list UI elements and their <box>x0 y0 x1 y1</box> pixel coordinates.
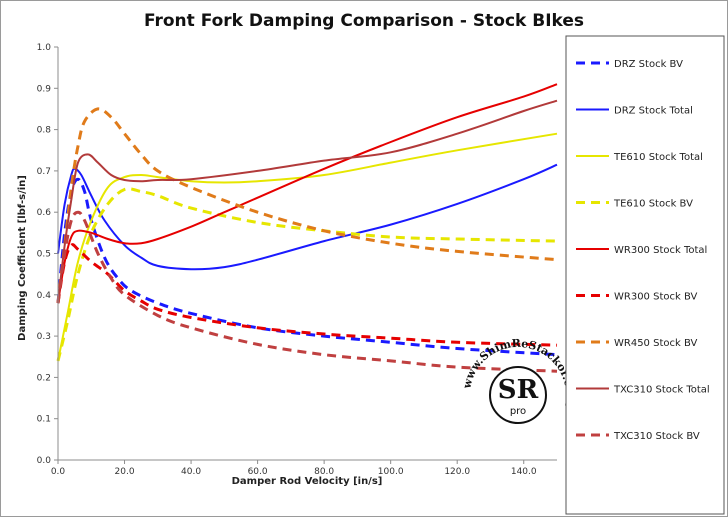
series-line-te610-stock-total <box>57 132 558 362</box>
legend: DRZ Stock BV DRZ Stock Total TE610 Stock T… <box>576 59 710 442</box>
chart-title: Front Fork Damping Comparison - Stock BI… <box>144 11 584 31</box>
watermark-logo-pro: pro <box>510 406 526 417</box>
x-tick-label: 120.0 <box>444 467 470 477</box>
legend-label-drz-stock-total: DRZ Stock Total <box>614 106 693 117</box>
y-axis-title: Damping Coefficient [lbf-s/in] <box>17 175 28 341</box>
series-lines <box>56 83 558 373</box>
x-tick-label: 80.0 <box>314 467 334 477</box>
y-tick-label: 0.0 <box>37 456 52 466</box>
legend-label-wr450-stock-bv: WR450 Stock BV <box>614 338 698 349</box>
legend-label-te610-stock-bv: TE610 Stock BV <box>613 199 693 210</box>
x-axis-ticks: 0.0 20.0 40.0 60.0 80.0 100.0 120.0 140.0 <box>51 460 537 477</box>
x-tick-label: 0.0 <box>51 467 66 477</box>
x-tick-label: 40.0 <box>181 467 201 477</box>
legend-label-txc310-stock-total: TXC310 Stock Total <box>613 385 710 396</box>
series-line-wr450-stock-bv <box>56 107 558 304</box>
y-tick-label: 0.5 <box>37 250 51 260</box>
y-tick-label: 0.7 <box>37 167 51 177</box>
series-line-wr300-stock-total <box>57 83 558 304</box>
y-tick-label: 0.9 <box>37 84 52 94</box>
y-tick-label: 0.8 <box>37 126 52 136</box>
watermark-logo-sr: SR <box>498 375 539 405</box>
y-tick-label: 0.3 <box>37 332 51 342</box>
y-tick-label: 1.0 <box>37 43 52 53</box>
legend-label-txc310-stock-bv: TXC310 Stock BV <box>613 431 700 442</box>
legend-label-te610-stock-total: TE610 Stock Total <box>613 152 703 163</box>
series-line-te610-stock-bv <box>56 187 558 362</box>
series-line-txc310-stock-bv <box>56 210 558 373</box>
x-tick-label: 20.0 <box>115 467 135 477</box>
series-line-txc310-stock-total <box>57 99 558 304</box>
x-tick-label: 60.0 <box>248 467 268 477</box>
legend-label-wr300-stock-total: WR300 Stock Total <box>614 245 707 256</box>
legend-label-wr300-stock-bv: WR300 Stock BV <box>614 292 698 303</box>
x-axis-title: Damper Rod Velocity [in/s] <box>232 476 383 487</box>
x-tick-label: 140.0 <box>511 467 537 477</box>
y-tick-label: 0.1 <box>37 415 51 425</box>
watermark-logo-circle <box>489 366 547 424</box>
x-tick-label: 100.0 <box>378 467 404 477</box>
y-tick-label: 0.6 <box>37 208 52 218</box>
y-axis-ticks: 0.0 0.1 0.2 0.3 0.4 0.5 0.6 0.7 0.8 0.9 1.0 <box>37 43 58 466</box>
y-tick-label: 0.4 <box>37 291 52 301</box>
series-line-wr300-stock-bv <box>56 243 558 347</box>
y-tick-label: 0.2 <box>37 373 51 383</box>
legend-label-drz-stock-bv: DRZ Stock BV <box>614 59 683 70</box>
